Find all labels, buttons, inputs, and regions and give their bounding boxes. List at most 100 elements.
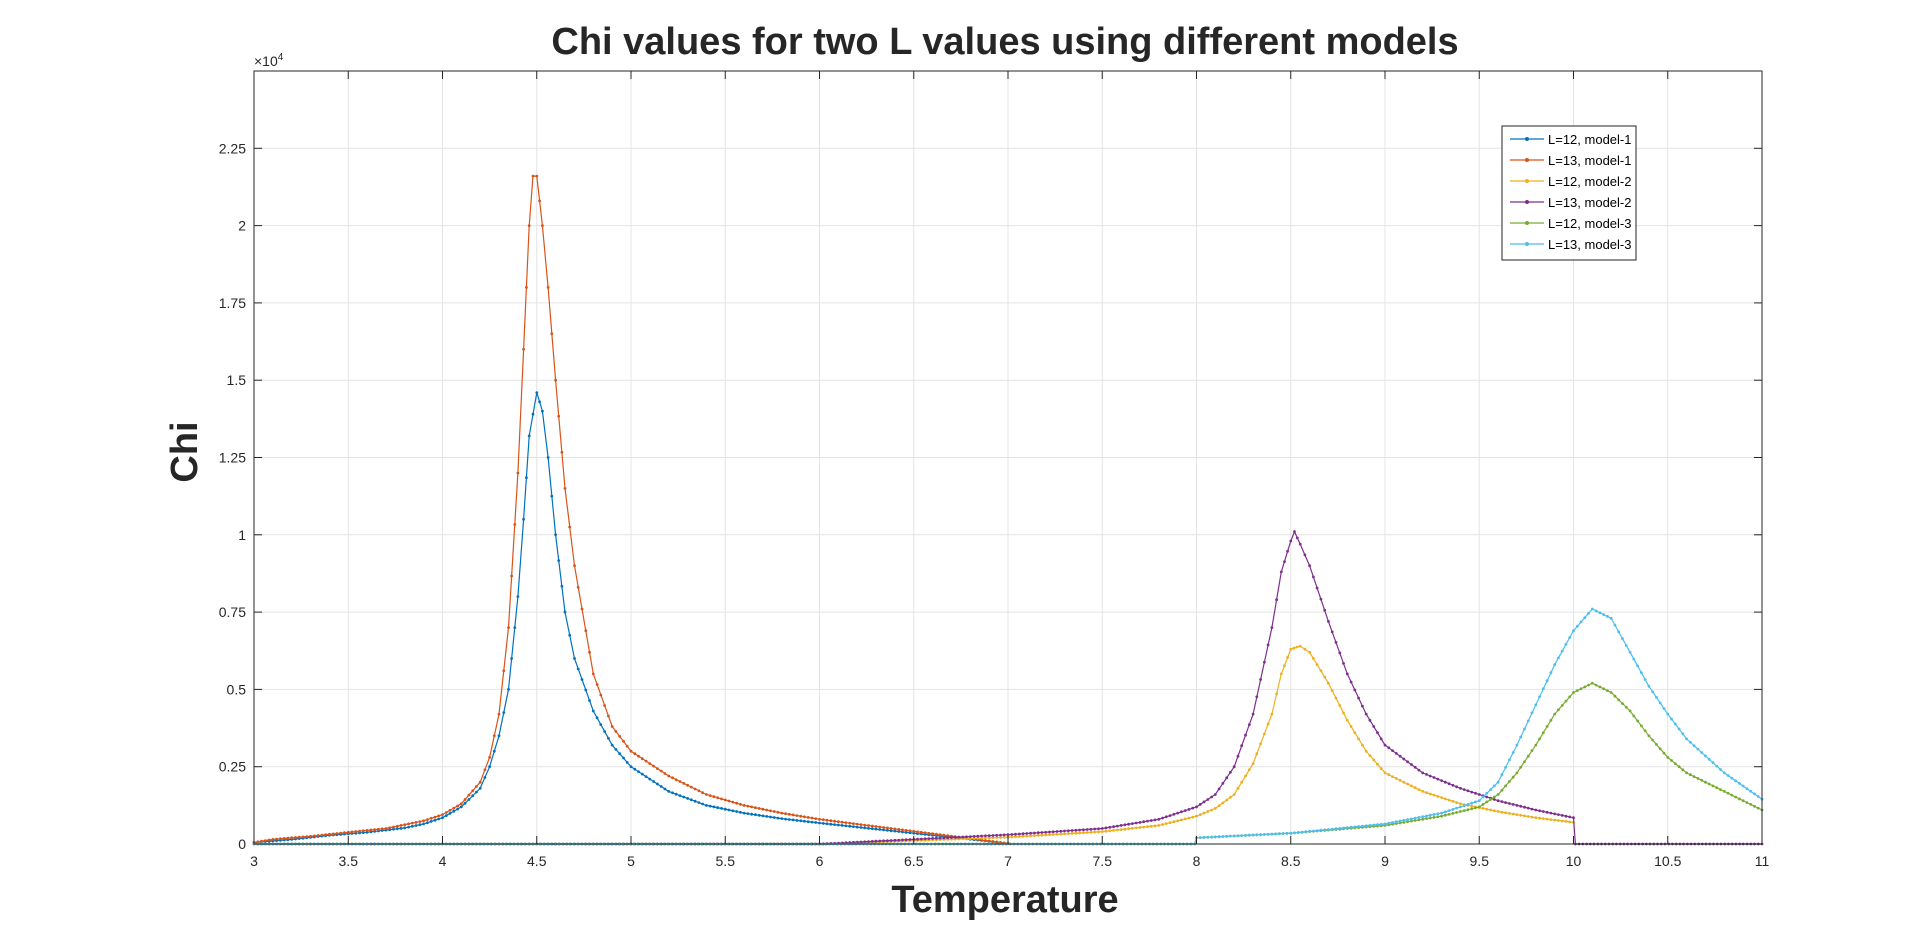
data-point: [407, 822, 410, 826]
data-point: [1180, 818, 1183, 822]
data-point: [1523, 814, 1526, 818]
data-point: [1447, 798, 1451, 802]
data-point: [395, 824, 399, 828]
data-point: [1606, 689, 1609, 692]
data-point: [1127, 827, 1130, 831]
data-point: [1572, 816, 1575, 820]
data-point: [1425, 817, 1428, 820]
data-point: [814, 821, 818, 824]
data-point: [1413, 819, 1417, 822]
data-point: [1327, 828, 1330, 831]
data-point: [1541, 687, 1545, 691]
data-point: [1202, 811, 1206, 815]
legend-item: L=13, model-1: [1510, 153, 1631, 168]
data-point: [1523, 760, 1526, 764]
data-point: [938, 836, 942, 840]
data-point: [478, 780, 482, 784]
data-point: [305, 835, 309, 838]
data-point: [1749, 789, 1753, 793]
data-point: [1440, 811, 1443, 815]
data-point: [1636, 719, 1639, 723]
data-point: [1176, 819, 1180, 823]
data-point: [452, 806, 456, 810]
data-point: [806, 816, 810, 819]
data-point: [441, 813, 444, 816]
data-point: [418, 823, 422, 827]
data-point: [1274, 832, 1278, 836]
data-point: [1319, 828, 1323, 832]
data-point: [889, 829, 893, 833]
data-point: [1206, 835, 1210, 839]
data-point: [1666, 756, 1670, 759]
data-point: [765, 808, 769, 812]
data-point: [746, 812, 750, 815]
data-point: [1051, 833, 1055, 836]
data-point: [1127, 822, 1130, 826]
data-point: [554, 378, 557, 382]
data-point: [1044, 830, 1048, 834]
data-point: [1342, 662, 1345, 665]
data-point: [1342, 826, 1345, 830]
data-point: [1500, 773, 1504, 777]
data-point: [919, 830, 923, 834]
x-tick-label: 6: [816, 853, 824, 869]
data-point: [584, 629, 588, 633]
data-point: [1270, 832, 1274, 836]
data-point: [1451, 799, 1455, 803]
data-point: [1508, 802, 1511, 805]
data-point: [1549, 818, 1553, 821]
data-point: [1315, 663, 1319, 667]
y-tick-label: 0.5: [227, 681, 247, 697]
data-point: [1036, 831, 1040, 835]
data-point: [727, 808, 731, 812]
legend-marker: [1525, 158, 1529, 162]
data-point: [1432, 813, 1436, 816]
data-point: [410, 821, 414, 825]
data-point: [1557, 656, 1560, 660]
data-point: [1361, 704, 1364, 708]
data-point: [844, 821, 848, 824]
data-point: [1263, 732, 1266, 736]
data-point: [916, 837, 919, 841]
data-point: [1541, 817, 1545, 820]
data-point: [1293, 530, 1296, 534]
data-point: [1541, 731, 1545, 735]
data-point: [991, 836, 995, 840]
data-point: [595, 716, 599, 720]
data-point: [874, 827, 878, 831]
data-point: [1526, 719, 1530, 723]
data-point: [878, 828, 882, 831]
data-point: [422, 819, 425, 823]
data-point: [931, 837, 934, 840]
data-point: [510, 657, 513, 660]
data-point: [1560, 704, 1564, 707]
data-point: [546, 286, 550, 289]
data-point: [1406, 760, 1409, 764]
data-point: [1477, 799, 1481, 803]
data-point: [659, 785, 663, 788]
data-point: [1259, 678, 1262, 681]
data-point: [1202, 836, 1206, 839]
data-point: [689, 798, 693, 802]
data-point: [1244, 774, 1247, 778]
data-point: [1738, 782, 1741, 785]
data-point: [467, 793, 471, 797]
data-point: [1063, 832, 1066, 836]
data-point: [478, 786, 482, 790]
data-point: [1010, 835, 1014, 839]
data-point: [640, 757, 644, 761]
data-point: [874, 839, 878, 843]
data-point: [705, 804, 708, 807]
data-point: [1756, 795, 1760, 798]
data-point: [1051, 830, 1055, 834]
data-point: [1511, 751, 1515, 754]
data-point: [723, 807, 727, 811]
data-point: [1756, 806, 1760, 810]
data-point: [1568, 636, 1572, 639]
data-point: [426, 818, 429, 821]
data-point: [320, 833, 324, 837]
data-point: [1575, 689, 1579, 692]
data-point: [1221, 801, 1225, 805]
data-point: [1279, 570, 1283, 574]
data-point: [886, 826, 889, 830]
